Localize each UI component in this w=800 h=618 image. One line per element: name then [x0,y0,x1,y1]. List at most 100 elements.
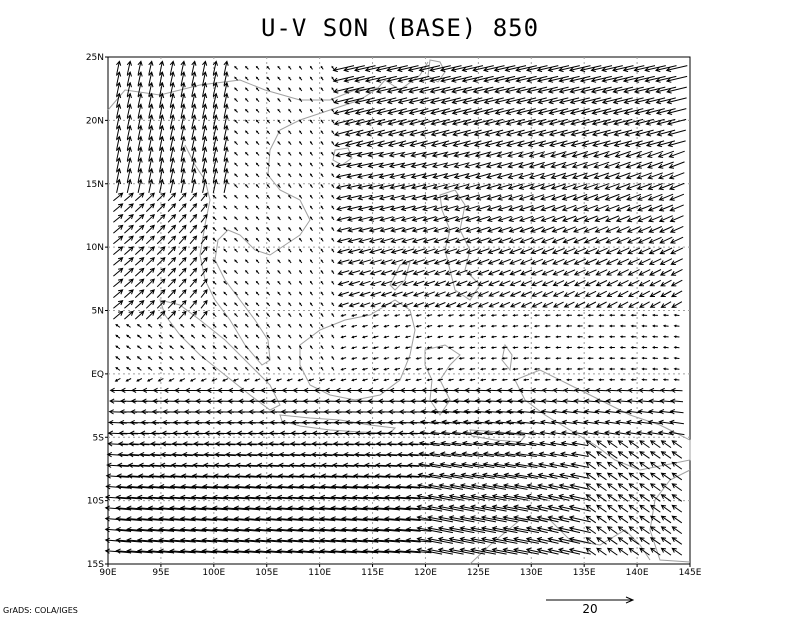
wind-vector [167,310,177,320]
wind-vector [626,193,642,201]
wind-vector [288,216,292,221]
wind-vector [645,108,665,115]
wind-vector [390,259,404,265]
wind-vector [191,81,197,97]
wind-vector [368,227,383,233]
wind-vector [336,237,350,244]
wind-vector [602,118,622,126]
wind-vector [662,367,669,371]
wind-vector [212,157,218,172]
wind-vector [375,441,397,447]
wind-vector [354,75,376,83]
wind-vector [595,258,608,265]
wind-vector [266,76,271,81]
wind-vector [426,378,433,382]
wind-vector [572,215,587,223]
wind-vector [649,494,661,502]
wind-vector [385,462,409,468]
wind-vector [331,291,335,296]
wind-vector [660,483,672,492]
wind-vector [627,247,641,255]
wind-vector [409,140,428,148]
wind-vector [410,162,427,169]
lon-tick-label: 125E [467,568,490,578]
wind-vector [481,483,507,490]
wind-vector [637,236,652,244]
wind-vector [167,256,177,266]
wind-vector [212,124,218,140]
wind-vector [602,129,622,137]
wind-vector [461,440,483,447]
wind-vector [191,103,197,118]
wind-vector [126,334,131,339]
wind-vector [518,205,534,212]
wind-vector [383,314,390,317]
wind-vector [337,270,350,276]
wind-vector [573,269,586,276]
wind-vector [576,346,583,349]
wind-vector [547,504,570,512]
wind-vector [351,378,358,382]
wind-vector [288,140,292,146]
wind-vector [408,118,429,126]
wind-vector [277,162,281,167]
wind-vector [134,246,145,255]
wind-vector [410,398,427,404]
wind-vector [405,526,432,533]
wind-vector [212,92,218,108]
wind-vector [598,378,605,382]
wind-vector [630,313,637,317]
wind-vector [647,193,663,201]
wind-vector [649,301,661,308]
wind-vector [482,451,505,457]
wind-vector [655,97,676,105]
wind-vector [481,472,506,479]
wind-vector [245,462,269,468]
wind-vector [128,451,150,458]
wind-vector [279,441,300,447]
wind-vector [548,118,568,126]
wind-vector [434,291,446,297]
wind-vector [509,291,522,297]
wind-vector [528,161,545,169]
wind-vector [487,226,501,233]
wind-vector [601,65,623,73]
wind-vector [354,97,375,105]
wind-vector [485,162,502,169]
wind-vector [437,515,464,523]
wind-vector [494,440,515,447]
wind-vector [574,301,586,308]
wind-vector [459,536,486,544]
wind-vector [408,86,429,94]
wind-vector [408,97,429,105]
wind-vector [606,515,618,524]
wind-vector [670,279,683,287]
wind-vector [212,114,218,129]
wind-vector [288,108,292,113]
wind-vector [441,129,461,137]
wind-vector [212,270,217,275]
wind-vector [520,291,532,297]
wind-vector [427,504,453,512]
wind-vector [644,75,666,83]
wind-vector [453,398,470,404]
reference-vector [546,596,635,604]
wind-vector [497,226,512,233]
wind-vector [191,60,197,75]
lon-tick-label: 110E [308,568,331,578]
wind-vector [627,387,640,393]
wind-vector [639,494,650,502]
wind-vector [178,267,187,277]
wind-vector [444,269,457,276]
wind-vector [437,324,443,328]
wind-vector [427,515,453,523]
wind-vector [520,269,533,276]
wind-vector [191,157,197,172]
wind-vector [331,323,335,328]
wind-vector [657,150,675,158]
wind-vector [288,237,292,242]
wind-vector [641,356,648,360]
wind-vector [288,87,292,92]
wind-vector [448,504,475,512]
wind-vector [223,60,229,75]
